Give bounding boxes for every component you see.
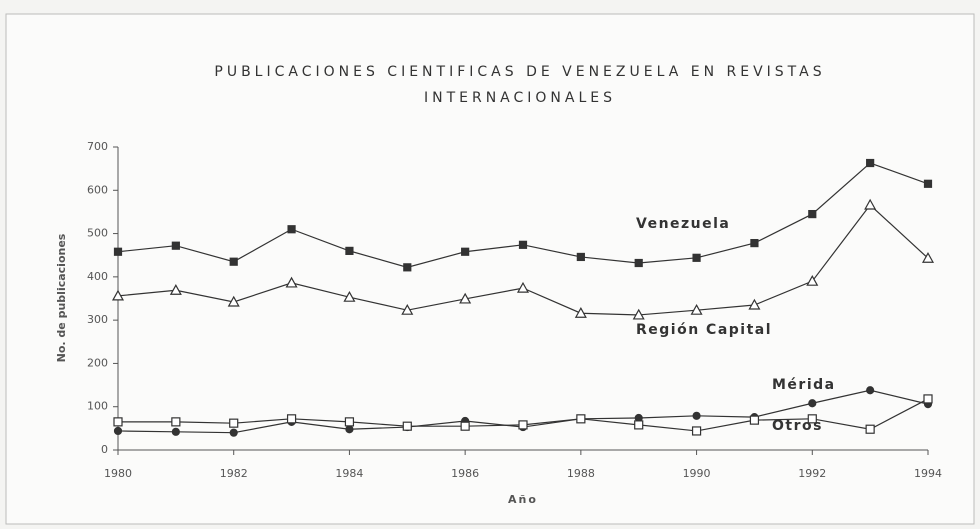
y-tick-label: 600 [87,183,108,196]
x-tick-label: 1990 [683,467,711,480]
marker [574,306,587,318]
marker [461,247,470,256]
marker [923,394,933,404]
x-tick-label: 1984 [335,467,363,480]
marker [227,295,240,307]
marker [634,258,643,268]
marker [808,399,817,408]
marker [518,420,528,430]
x-tick-label: 1982 [220,467,248,480]
marker [113,426,123,436]
marker [229,418,239,428]
marker [750,238,759,248]
marker [286,414,297,424]
marker [344,417,355,427]
marker [343,290,356,302]
marker [402,421,412,431]
marker [171,417,181,427]
marker [692,411,701,420]
marker [748,298,761,310]
series-label: Región Capital [636,322,772,338]
series-label: Venezuela [636,216,730,232]
x-tick-label: 1994 [914,467,942,480]
marker [807,414,817,424]
marker [806,274,819,286]
marker [345,246,354,255]
marker [808,209,817,219]
marker [460,421,470,431]
chart-title: PUBLICACIONES CIENTIFICAS DE VENEZUELA E… [214,64,825,80]
y-tick-label: 400 [87,270,108,283]
marker [921,252,935,263]
marker [229,428,238,437]
marker [632,308,645,320]
marker [692,253,701,262]
marker [634,420,644,430]
marker [749,415,760,425]
marker [866,158,875,168]
y-tick-label: 500 [87,227,108,240]
x-tick-label: 1988 [567,467,595,480]
marker [690,303,703,315]
y-tick-label: 200 [87,356,108,369]
series-label: Mérida [772,377,836,393]
marker [171,427,180,436]
chart-title: INTERNACIONALES [424,90,616,106]
y-tick-label: 0 [101,443,108,456]
marker [287,225,296,234]
marker [576,252,585,262]
marker [171,241,180,250]
marker [345,425,354,434]
x-tick-label: 1980 [104,467,132,480]
marker [865,424,875,434]
marker [285,276,298,288]
y-tick-label: 700 [87,140,108,153]
marker [111,289,125,301]
marker [923,179,933,188]
marker [459,292,472,304]
marker [516,281,530,293]
marker [403,263,412,272]
y-tick-label: 300 [87,313,108,326]
marker [691,426,702,436]
marker [401,303,414,315]
marker [576,414,586,424]
marker [229,257,238,266]
marker [113,417,123,427]
marker [864,198,877,210]
x-tick-label: 1992 [798,467,826,480]
marker [169,284,182,295]
x-tick-label: 1986 [451,467,479,480]
y-tick-label: 100 [87,400,108,413]
x-axis-label: Año [508,493,538,506]
marker [113,247,123,256]
frame [5,13,975,525]
y-axis-label: No. de publicaciones [55,233,68,362]
series-label: Otros [772,418,823,434]
marker [866,386,875,395]
marker [518,240,528,249]
